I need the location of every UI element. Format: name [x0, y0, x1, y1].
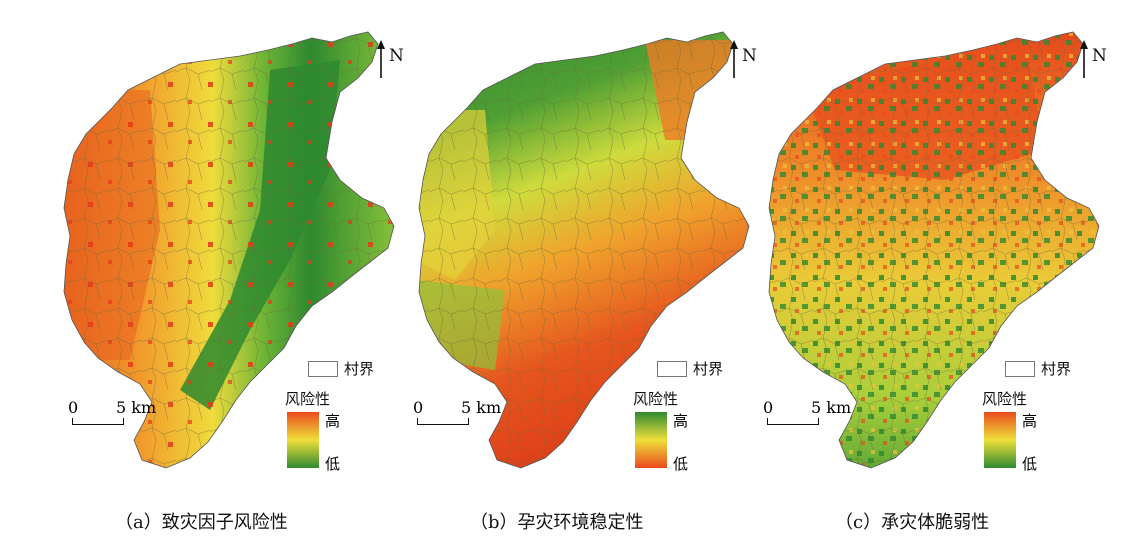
scale-zero: 0: [413, 398, 424, 417]
scale-end: 5 km: [461, 398, 502, 417]
caption-vulnerability: （c）承灾体脆弱性: [835, 512, 990, 533]
north-label: N: [1092, 46, 1107, 66]
risk-legend-title: 风险性: [633, 390, 679, 408]
village-boundary-swatch: [1005, 361, 1035, 377]
scale-bar: 0 5 km: [68, 398, 162, 428]
north-arrow: N: [1078, 40, 1118, 80]
risk-legend: 风险性 高 低: [285, 388, 375, 478]
risk-color-ramp: [984, 412, 1016, 468]
environment-stability-map: [418, 31, 750, 469]
vulnerability-map: [768, 31, 1100, 469]
north-arrow-icon: [1080, 40, 1088, 78]
map-panel-environment: N 村界 风险性 高 低 0 5 km: [395, 30, 757, 490]
hazard-risk-map: [63, 31, 395, 469]
risk-high-label: 高: [325, 412, 341, 430]
village-boundary-label: 村界: [344, 360, 375, 378]
scale-bar-line: [767, 418, 819, 425]
scale-zero: 0: [68, 398, 79, 417]
risk-legend-title: 风险性: [285, 390, 331, 408]
village-boundary-label: 村界: [1041, 360, 1072, 378]
scale-end: 5 km: [811, 398, 852, 417]
risk-low-label: 低: [325, 455, 341, 473]
risk-legend: 风险性 高 低: [633, 388, 723, 478]
north-label: N: [389, 46, 404, 66]
village-boundary-swatch: [657, 361, 687, 377]
risk-high-label: 高: [1022, 412, 1038, 430]
risk-legend: 风险性 高 低: [982, 388, 1072, 478]
caption-hazard: （a）致灾因子风险性: [115, 512, 288, 533]
scale-bar-line: [417, 418, 469, 425]
scale-zero: 0: [763, 398, 774, 417]
village-boundary-swatch: [308, 361, 338, 377]
scale-bar-line: [72, 418, 124, 425]
map-panel-vulnerability: N 村界 风险性 高 低 0 5 km: [745, 30, 1107, 490]
caption-environment: （b）孕灾环境稳定性: [470, 512, 644, 533]
risk-color-ramp: [287, 412, 319, 468]
scale-bar: 0 5 km: [763, 398, 857, 428]
risk-low-label: 低: [1022, 455, 1038, 473]
risk-high-label: 高: [673, 412, 689, 430]
north-arrow: N: [728, 40, 768, 80]
north-arrow-icon: [730, 40, 738, 78]
map-panel-hazard: N 村界 风险性 高 低 0 5 km: [40, 30, 404, 490]
risk-low-label: 低: [673, 455, 689, 473]
north-arrow: N: [375, 40, 415, 80]
risk-legend-title: 风险性: [982, 390, 1028, 408]
risk-color-ramp: [635, 412, 667, 468]
scale-end: 5 km: [116, 398, 157, 417]
north-label: N: [742, 46, 757, 66]
north-arrow-icon: [377, 40, 385, 78]
village-boundary-label: 村界: [693, 360, 724, 378]
scale-bar: 0 5 km: [413, 398, 507, 428]
